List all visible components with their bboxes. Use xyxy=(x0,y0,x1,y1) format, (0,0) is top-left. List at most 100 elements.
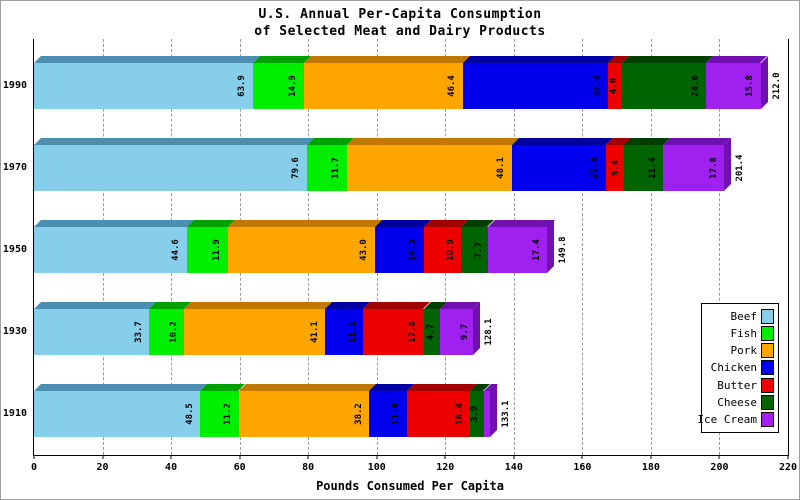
segment-top-face xyxy=(253,56,312,63)
x-axis-tick-label: 20 xyxy=(96,462,109,473)
bar-segment-fish: 14.9 xyxy=(253,56,312,109)
segment-top-face xyxy=(363,302,431,309)
segment-value-label: 3.9 xyxy=(470,405,481,423)
bar-total-label: 149.8 xyxy=(558,236,569,264)
bar-segment-fish: 10.2 xyxy=(149,302,192,355)
chart-title-line1: U.S. Annual Per-Capita Consumption xyxy=(258,7,542,22)
segment-value-label: 43.0 xyxy=(359,239,370,261)
x-axis-tick xyxy=(102,455,104,459)
legend-entry-cheese: Cheese xyxy=(706,394,774,410)
y-axis-label-1950: 1950 xyxy=(2,244,27,255)
x-axis-tick-label: 180 xyxy=(641,462,660,473)
bar-row-1910: 48.5 11.2 38.2 11.0 18.4 3.9 133.1 xyxy=(34,384,788,437)
bar-segment-pork: 41.1 xyxy=(184,302,333,355)
segment-value-label: 42.4 xyxy=(592,75,603,97)
bar-row-1930: 33.7 10.2 41.1 11.1 17.6 4.7 9.7 128.1 xyxy=(34,302,788,355)
chart-title-line2: of Selected Meat and Dairy Products xyxy=(254,24,546,39)
segment-value-label: 11.4 xyxy=(647,157,658,179)
bar-segment-butter: 4.0 xyxy=(608,56,630,109)
segment-value-label: 9.7 xyxy=(459,323,470,341)
segment-value-label: 48.5 xyxy=(184,403,195,425)
stacked-bar-1950: 44.6 11.9 43.0 14.3 10.9 7.7 17.4 xyxy=(34,220,555,273)
legend-entry-beef: Beef xyxy=(706,309,774,325)
bar-segment-ice-cream xyxy=(483,384,498,437)
segment-top-face xyxy=(34,384,208,391)
segment-end-cap xyxy=(724,138,732,191)
bar-segment-fish: 11.2 xyxy=(200,384,246,437)
bar-segment-cheese: 24.6 xyxy=(622,56,714,109)
segment-value-label: 4.0 xyxy=(608,77,619,95)
segment-end-cap xyxy=(472,302,480,355)
legend-swatch-fish xyxy=(761,326,774,342)
bar-segment-butter: 17.6 xyxy=(363,302,431,355)
segment-value-label: 11.2 xyxy=(222,403,233,425)
segment-value-label: 10.2 xyxy=(168,321,179,343)
y-axis-label-1990: 1990 xyxy=(2,80,27,91)
legend-label: Fish xyxy=(730,327,758,341)
segment-value-label: 11.9 xyxy=(211,239,222,261)
segment-value-label: 14.9 xyxy=(288,75,299,97)
x-axis-tick-label: 0 xyxy=(30,462,38,473)
x-axis-tick xyxy=(170,455,172,459)
segment-top-face xyxy=(34,220,194,227)
legend-swatch-chicken xyxy=(761,360,774,376)
grid-line xyxy=(719,39,721,455)
bar-segment-pork: 43.0 xyxy=(227,220,382,273)
x-axis-title: Pounds Consumed Per Capita xyxy=(316,479,504,493)
segment-value-label: 17.4 xyxy=(531,239,542,261)
segment-top-face xyxy=(663,138,732,145)
segment-top-face xyxy=(407,384,478,391)
legend-label: Beef xyxy=(730,310,758,324)
bar-segment-chicken: 11.1 xyxy=(325,302,371,355)
x-axis-tick xyxy=(718,455,720,459)
bar-segment-fish: 11.9 xyxy=(186,220,235,273)
bar-segment-cheese: 11.4 xyxy=(624,138,671,191)
bar-total-label: 128.1 xyxy=(484,318,495,346)
legend: Beef Fish Pork Chicken Butter Cheese Ice Cream xyxy=(697,303,779,433)
legend-swatch-pork xyxy=(761,343,774,359)
segment-value-label: 15.8 xyxy=(744,75,755,97)
segment-top-face xyxy=(184,302,333,309)
legend-label: Pork xyxy=(730,344,758,358)
bar-segment-beef: 48.5 xyxy=(34,384,208,437)
segment-top-face xyxy=(374,220,431,227)
legend-label: Ice Cream xyxy=(697,412,757,426)
segment-value-label: 5.4 xyxy=(611,159,622,177)
x-axis-tick xyxy=(239,455,241,459)
segment-value-label: 46.4 xyxy=(447,75,458,97)
bar-segment-ice-cream: 17.8 xyxy=(663,138,732,191)
bar-segment-beef: 63.9 xyxy=(34,56,260,109)
legend-swatch-cheese xyxy=(761,394,774,410)
segment-value-label: 17.8 xyxy=(708,157,719,179)
segment-value-label: 17.6 xyxy=(407,321,418,343)
segment-value-label: 33.7 xyxy=(133,321,144,343)
legend-entry-butter: Butter xyxy=(706,377,774,393)
segment-top-face xyxy=(706,56,768,63)
bar-row-1990: 63.9 14.9 46.4 42.4 4.0 24.6 15.8 212.0 xyxy=(34,56,788,109)
segment-value-label: 44.6 xyxy=(171,239,181,261)
x-axis-tick-label: 160 xyxy=(573,462,592,473)
legend-entry-pork: Pork xyxy=(706,343,774,359)
grid-line xyxy=(582,39,584,455)
segment-value-label: 79.6 xyxy=(290,157,301,179)
bar-segment-pork: 46.4 xyxy=(304,56,471,109)
bar-segment-beef: 44.6 xyxy=(34,220,194,273)
legend-entry-fish: Fish xyxy=(706,326,774,342)
x-axis-tick xyxy=(307,455,309,459)
x-axis-tick xyxy=(650,455,652,459)
segment-value-label: 24.6 xyxy=(690,75,701,97)
bar-segment-chicken: 14.3 xyxy=(374,220,431,273)
legend-label: Cheese xyxy=(717,395,757,409)
bar-segment-cheese: 7.7 xyxy=(461,220,495,273)
segment-value-label: 27.4 xyxy=(589,157,600,179)
segment-value-label: 63.9 xyxy=(237,75,248,97)
legend-entry-ice-cream: Ice Cream xyxy=(697,411,774,427)
x-axis-tick-label: 100 xyxy=(367,462,386,473)
bar-segment-fish: 11.7 xyxy=(306,138,354,191)
bar-segment-ice-cream: 15.8 xyxy=(706,56,768,109)
segment-value-label: 41.1 xyxy=(309,321,320,343)
bar-segment-chicken: 11.0 xyxy=(369,384,415,437)
segment-top-face xyxy=(304,56,471,63)
bar-segment-beef: 79.6 xyxy=(34,138,314,191)
y-axis-label-1930: 1930 xyxy=(2,326,27,337)
